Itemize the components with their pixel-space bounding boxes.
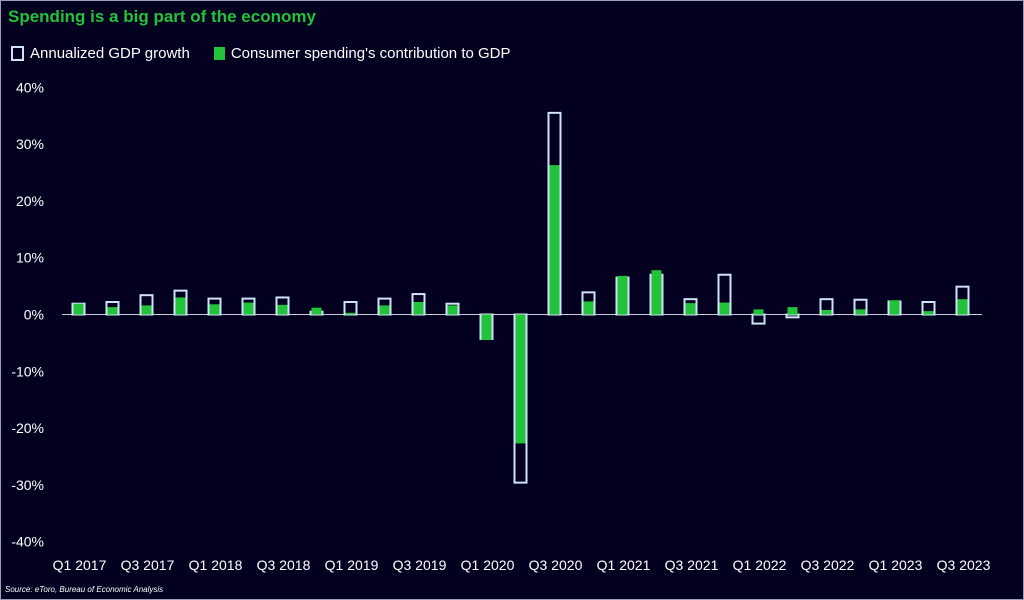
consumer-spending-bar [73,303,84,315]
x-tick-label: Q3 2022 [801,557,855,573]
source-note: Source: eToro, Bureau of Economic Analys… [5,585,164,594]
legend-item-consumer-spending: Consumer spending's contribution to GDP [213,45,511,62]
y-tick-label: -40% [11,534,44,550]
consumer-spending-bar [821,309,832,315]
consumer-spending-bar [379,305,390,315]
x-tick-label: Q1 2020 [461,557,515,573]
x-tick-label: Q1 2022 [733,557,787,573]
consumer-spending-bar [889,300,900,315]
consumer-spending-bar [345,312,356,315]
consumer-spending-bar [583,301,594,315]
consumer-spending-bar [753,309,764,315]
legend-label-gdp-growth: Annualized GDP growth [30,45,190,62]
x-tick-label: Q3 2019 [393,557,447,573]
consumer-spending-bar [277,304,288,315]
chart-title: Spending is a big part of the economy [8,7,316,26]
x-tick-label: Q3 2021 [665,557,719,573]
consumer-spending-bar [141,305,152,315]
filled-swatch-icon [213,47,225,60]
consumer-spending-bar [549,165,560,315]
y-tick-label: 0% [24,307,44,323]
consumer-spending-bar [855,309,866,315]
consumer-spending-bar [209,304,220,315]
gdp-growth-bar [751,313,766,325]
y-tick-label: 10% [16,250,44,266]
x-tick-label: Q1 2017 [53,557,107,573]
consumer-spending-bar [311,307,322,315]
consumer-spending-bar [719,302,730,315]
x-tick-label: Q3 2020 [529,557,583,573]
consumer-spending-bar [685,303,696,315]
legend-label-consumer-spending: Consumer spending's contribution to GDP [230,45,511,62]
y-tick-label: 40% [16,79,44,95]
x-tick-label: Q1 2018 [189,557,243,573]
y-tick-label: 30% [16,136,44,152]
consumer-spending-bar [243,302,254,315]
consumer-spending-bar [787,307,798,315]
legend-item-gdp-growth: Annualized GDP growth [11,45,190,62]
x-tick-label: Q3 2023 [937,557,991,573]
consumer-spending-bar [923,311,934,315]
consumer-spending-bar [481,314,492,341]
consumer-spending-bar [175,297,186,315]
consumer-spending-bar [447,305,458,315]
y-tick-label: 20% [16,193,44,209]
consumer-spending-bar [651,270,662,315]
consumer-spending-bar [515,314,526,444]
x-tick-label: Q1 2023 [869,557,923,573]
x-tick-label: Q1 2021 [597,557,651,573]
consumer-spending-bar [617,275,628,315]
y-tick-label: -20% [11,420,44,436]
x-tick-label: Q3 2018 [257,557,311,573]
x-tick-label: Q3 2017 [121,557,175,573]
consumer-spending-bar [957,299,968,315]
gdp-growth-bar [785,313,800,319]
outline-swatch-icon [11,46,24,61]
legend: Annualized GDP growth Consumer spending'… [11,45,535,62]
consumer-spending-bar [107,307,118,315]
y-tick-label: -30% [11,477,44,493]
consumer-spending-bar [413,302,424,315]
gdp-growth-bar [343,301,358,316]
x-tick-label: Q1 2019 [325,557,379,573]
y-tick-label: -10% [11,363,44,379]
